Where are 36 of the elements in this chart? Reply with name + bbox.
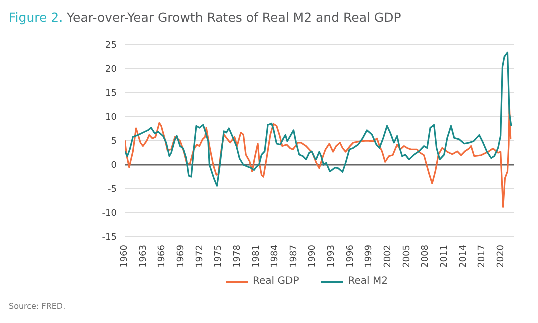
- x-tick-label: 2017: [478, 245, 488, 268]
- line-series: [125, 105, 512, 208]
- y-tick-label: -10: [102, 209, 118, 220]
- y-tick-label: 0: [111, 161, 118, 172]
- legend-label: Real M2: [348, 276, 388, 287]
- x-tick-label: 2011: [440, 245, 450, 268]
- x-tick-label: 1987: [289, 245, 300, 268]
- x-tick-label: 2005: [402, 245, 412, 268]
- x-tick-label: 1993: [327, 245, 338, 268]
- y-tick-label: 10: [106, 113, 118, 124]
- x-tick-label: 1981: [252, 245, 262, 268]
- x-tick-label: 1969: [176, 244, 186, 268]
- x-tick-label: 1978: [232, 244, 243, 268]
- y-tick-label: 15: [106, 89, 117, 100]
- x-tick-label: 2002: [384, 245, 394, 268]
- x-tick-label: 2008: [421, 244, 432, 268]
- x-tick-label: 1990: [308, 244, 318, 268]
- x-tick-label: 1999: [364, 244, 375, 268]
- x-tick-label: 1960: [120, 244, 130, 268]
- source-note: Source: FRED.: [9, 302, 66, 311]
- line-series: [125, 52, 512, 187]
- x-tick-label: 1996: [346, 244, 356, 268]
- y-tick-label: 25: [106, 41, 117, 52]
- y-tick-label: 5: [111, 137, 117, 148]
- x-tick-label: 1975: [214, 245, 224, 268]
- legend-label: Real GDP: [253, 276, 300, 287]
- y-tick-label: -15: [102, 233, 117, 244]
- x-tick-label: 1966: [158, 244, 168, 268]
- x-tick-label: 1972: [195, 245, 206, 268]
- x-tick-label: 2020: [496, 244, 506, 268]
- x-tick-label: 2014: [458, 244, 469, 268]
- x-tick-label: 1963: [138, 245, 149, 268]
- x-tick-label: 1984: [270, 244, 281, 268]
- y-tick-label: -5: [108, 185, 117, 196]
- y-tick-label: 20: [106, 65, 118, 76]
- chart-title: Figure 2. Year-over-Year Growth Rates of Real M2 and Real GDP: [9, 10, 402, 25]
